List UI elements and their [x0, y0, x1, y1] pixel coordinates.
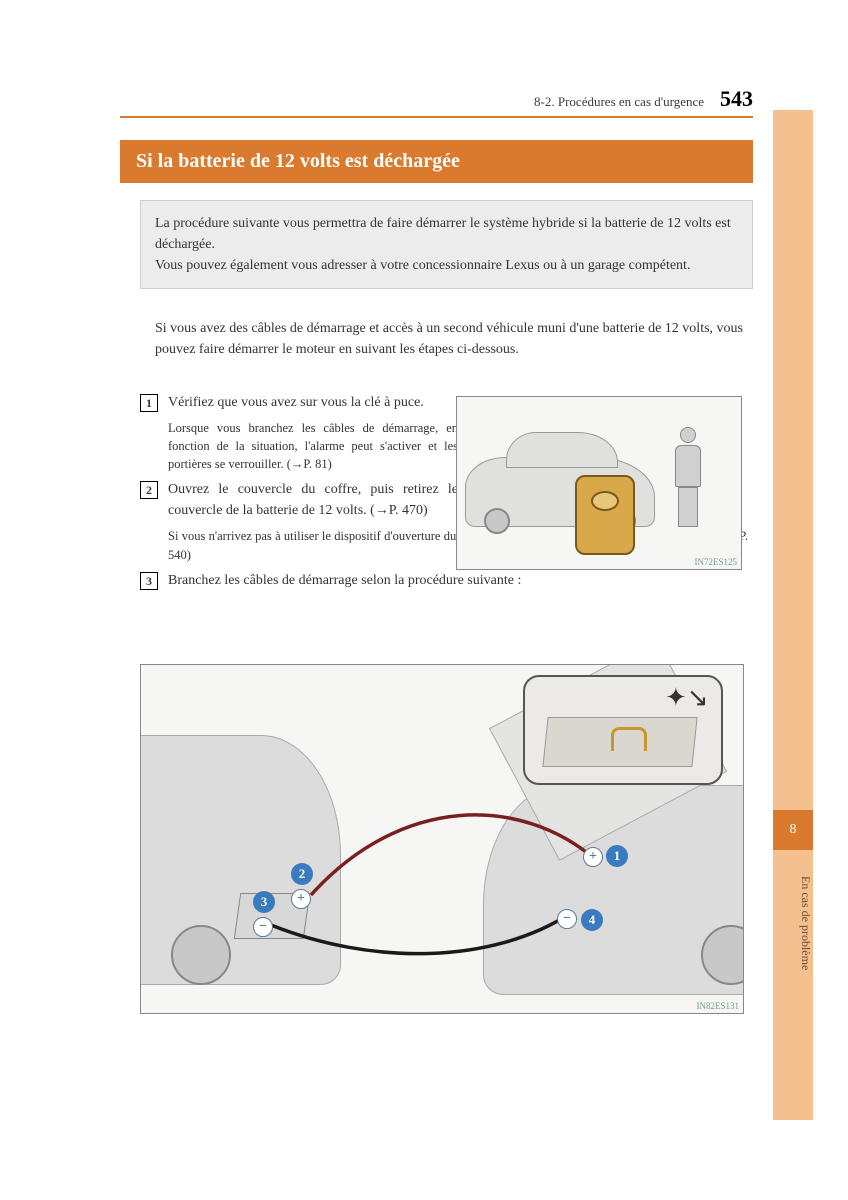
plus-icon: +	[583, 847, 603, 867]
figure-code: IN82ES131	[697, 1001, 740, 1011]
step-2-text: Ouvrez le couvercle du coffre, puis reti…	[168, 479, 458, 521]
intro-paragraph: Si vous avez des câbles de démarrage et …	[155, 318, 748, 360]
arrow-icon: ✦↘	[665, 683, 705, 711]
header-rule	[120, 116, 753, 118]
chapter-number-tab: 8	[773, 810, 813, 850]
step-number: 3	[140, 572, 158, 590]
step-1-subtext: Lorsque vous branchez les câbles de déma…	[168, 419, 458, 473]
key-fob-icon	[575, 475, 635, 555]
page-number: 543	[720, 86, 753, 112]
step-number: 2	[140, 481, 158, 499]
intro-box: La procédure suivante vous permettra de …	[140, 200, 753, 289]
trunk-handle-icon	[611, 727, 647, 751]
section-label: 8-2. Procédures en cas d'urgence	[534, 94, 704, 110]
marker-1: 1	[606, 845, 628, 867]
manual-page: 8 En cas de problème 8-2. Procédures en …	[0, 0, 848, 1200]
inset-detail: ✦↘	[523, 675, 723, 785]
step-number: 1	[140, 394, 158, 412]
intro-box-text: La procédure suivante vous permettra de …	[155, 216, 731, 273]
figure-code: IN72ES125	[695, 557, 738, 567]
step-3: 3 Branchez les câbles de démarrage selon…	[140, 570, 748, 591]
page-header: 8-2. Procédures en cas d'urgence 543	[120, 86, 753, 112]
figure-jumper-cables: ✦↘ 1 + 2 + 3 − 4 − IN82ES131	[140, 664, 744, 1014]
marker-3: 3	[253, 891, 275, 913]
marker-2: 2	[291, 863, 313, 885]
figure-key-fob: IN72ES125	[456, 396, 742, 570]
page-title: Si la batterie de 12 volts est déchargée	[120, 140, 753, 183]
wheel-icon	[484, 508, 510, 534]
step-3-text: Branchez les câbles de démarrage selon l…	[168, 570, 748, 591]
chapter-title-tab: En cas de problème	[773, 870, 813, 1070]
minus-icon: −	[557, 909, 577, 929]
step-1-text: Vérifiez que vous avez sur vous la clé à…	[168, 392, 458, 413]
person-icon	[673, 427, 703, 527]
plus-icon: +	[291, 889, 311, 909]
marker-4: 4	[581, 909, 603, 931]
minus-icon: −	[253, 917, 273, 937]
